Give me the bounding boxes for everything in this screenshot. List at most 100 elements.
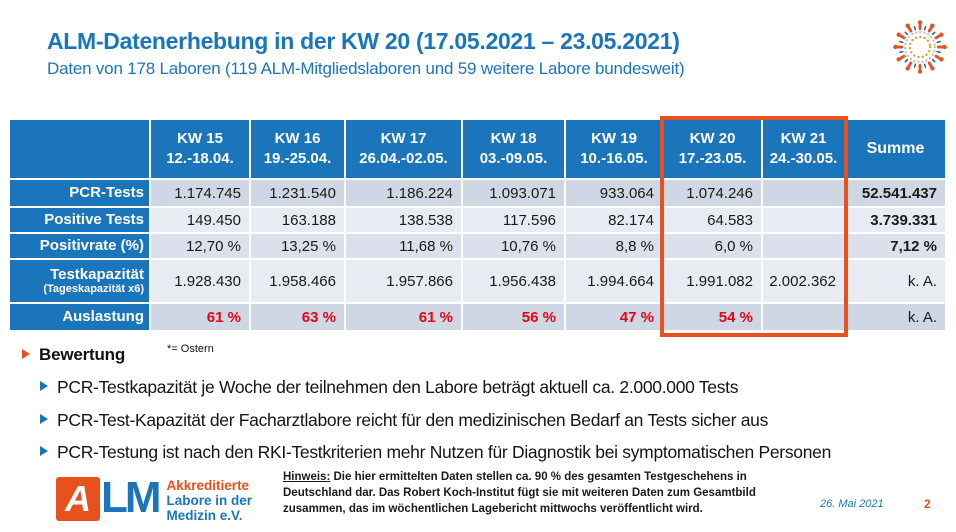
bewertung-heading: Bewertung <box>39 345 126 364</box>
row-label-testkapazitaet: Testkapazität (Tageskapazität x6) <box>10 260 149 302</box>
column-header-kw19: KW 19 10.-16.05. <box>566 120 662 178</box>
table-cell: 63 % <box>251 304 344 330</box>
row-sublabel-text: (Tageskapazität x6) <box>43 283 144 296</box>
table-cell: 13,25 % <box>251 234 344 258</box>
table-cell: 1.994.664 <box>566 260 662 302</box>
blue-arrow-bullet-icon <box>40 381 48 391</box>
table-cell: 1.186.224 <box>346 180 461 206</box>
hinweis-label: Hinweis: <box>283 471 331 483</box>
column-header-kw17: KW 17 26.04.-02.05. <box>346 120 461 178</box>
table-cell <box>763 234 844 258</box>
week-dates: 24.-30.05. <box>769 150 838 167</box>
week-label: KW 18 <box>490 129 537 147</box>
week-label: KW 19 <box>591 129 637 147</box>
week-label: KW 21 <box>780 129 827 147</box>
table-cell: 47 % <box>566 304 662 330</box>
table-cell: 56 % <box>463 304 564 330</box>
week-label: KW 16 <box>274 129 321 147</box>
row-label-auslastung: Auslastung <box>10 304 149 330</box>
week-dates: 19.-25.04. <box>263 150 332 167</box>
table-cell: 12,70 % <box>151 234 249 258</box>
asterisk-note: *= Ostern <box>167 343 214 355</box>
table-cell: 1.093.071 <box>463 180 564 206</box>
orange-arrow-bullet-icon <box>22 349 30 359</box>
row-label-text: Testkapazität <box>50 265 144 283</box>
week-dates: 10.-16.05. <box>580 150 648 167</box>
table-corner-cell <box>10 120 149 178</box>
logo-line-3: Medizin e.V. <box>166 508 243 524</box>
table-cell: 11,68 % <box>346 234 461 258</box>
column-header-kw18: KW 18 03.-09.05. <box>463 120 564 178</box>
table-cell: 61 % <box>346 304 461 330</box>
weekly-data-table: KW 15 12.-18.04. KW 16 19.-25.04. KW 17 26.… <box>10 120 945 330</box>
bewertung-bullet-2: PCR-Test-Kapazität der Facharztlabore re… <box>40 410 920 431</box>
table-cell: 1.174.745 <box>151 180 249 206</box>
bewertung-bullet-1: PCR-Testkapazität je Woche der teilnehme… <box>40 377 920 398</box>
table-cell: 10,76 % <box>463 234 564 258</box>
column-header-kw15: KW 15 12.-18.04. <box>151 120 249 178</box>
table-cell: 2.002.362 <box>763 260 844 302</box>
table-cell: 1.231.540 <box>251 180 344 206</box>
column-header-kw20: KW 20 17.-23.05. <box>664 120 761 178</box>
table-cell: 1.958.466 <box>251 260 344 302</box>
week-dates: 12.-18.04. <box>166 150 234 167</box>
table-cell: 1.074.246 <box>664 180 761 206</box>
alm-logo-lm: LM <box>101 473 162 522</box>
row-label-positive-tests: Positive Tests <box>10 208 149 232</box>
column-header-kw21: KW 21 24.-30.05. <box>763 120 844 178</box>
table-cell <box>763 180 844 206</box>
bullet-text: PCR-Testung ist nach den RKI-Testkriteri… <box>57 442 832 462</box>
bewertung-heading-row: Bewertung *= Ostern <box>22 343 214 365</box>
table-cell: 1.957.866 <box>346 260 461 302</box>
table-cell-summe: 7,12 % <box>846 234 945 258</box>
logo-line-1: Akkreditierte <box>166 478 250 493</box>
row-label-text: Positivrate (%) <box>39 236 144 254</box>
table-cell: 64.583 <box>664 208 761 232</box>
table-cell-summe: k. A. <box>846 260 945 302</box>
week-dates: 17.-23.05. <box>678 150 747 167</box>
slide-subtitle: Daten von 178 Laboren (119 ALM-Mitglieds… <box>47 59 685 78</box>
page-number: 2 <box>924 497 931 511</box>
slide-date: 26. Mai 2021 <box>820 498 884 510</box>
blue-arrow-bullet-icon <box>40 446 48 456</box>
table-cell: 163.188 <box>251 208 344 232</box>
week-label: KW 17 <box>380 129 427 147</box>
table-cell: 933.064 <box>566 180 662 206</box>
column-header-kw16: KW 16 19.-25.04. <box>251 120 344 178</box>
bullet-text: PCR-Test-Kapazität der Facharztlabore re… <box>57 410 769 430</box>
alm-logo: A LM Akkreditierte Labore in der Medizin… <box>56 473 253 523</box>
table-cell-summe: 52.541.437 <box>846 180 945 206</box>
table-cell-summe: k. A. <box>846 304 945 330</box>
table-cell: 6,0 % <box>664 234 761 258</box>
row-label-text: PCR-Tests <box>69 183 144 201</box>
row-label-positivrate: Positivrate (%) <box>10 234 149 258</box>
row-label-pcr-tests: PCR-Tests <box>10 180 149 206</box>
table-cell: 54 % <box>664 304 761 330</box>
table-cell: 117.596 <box>463 208 564 232</box>
blue-arrow-bullet-icon <box>40 414 48 424</box>
table-cell <box>763 304 844 330</box>
table-cell: 1.991.082 <box>664 260 761 302</box>
table-cell <box>763 208 844 232</box>
alm-logo-text: Akkreditierte Labore in der Medizin e.V. <box>167 478 253 523</box>
table-cell: 82.174 <box>566 208 662 232</box>
coronavirus-icon <box>893 20 947 74</box>
bewertung-bullet-3: PCR-Testung ist nach den RKI-Testkriteri… <box>40 442 920 463</box>
logo-line-2: Labore in der <box>166 493 253 509</box>
week-label: KW 20 <box>689 129 736 147</box>
table-cell: 1.928.430 <box>151 260 249 302</box>
hinweis-note: Hinweis: Die hier ermittelten Daten stel… <box>283 469 761 517</box>
column-header-summe: Summe <box>846 120 945 178</box>
table-cell: 1.956.438 <box>463 260 564 302</box>
hinweis-text: Die hier ermittelten Daten stellen ca. 9… <box>283 471 756 516</box>
row-label-text: Auslastung <box>62 307 144 325</box>
row-label-text: Positive Tests <box>44 210 144 228</box>
table-cell: 8,8 % <box>566 234 662 258</box>
week-dates: 26.04.-02.05. <box>359 150 448 167</box>
slide-title: ALM-Datenerhebung in der KW 20 (17.05.20… <box>47 28 680 54</box>
bullet-text: PCR-Testkapazität je Woche der teilnehme… <box>57 377 739 397</box>
alm-logo-a-mark: A <box>56 477 100 521</box>
week-label: KW 15 <box>177 129 223 147</box>
summe-label: Summe <box>866 140 925 158</box>
